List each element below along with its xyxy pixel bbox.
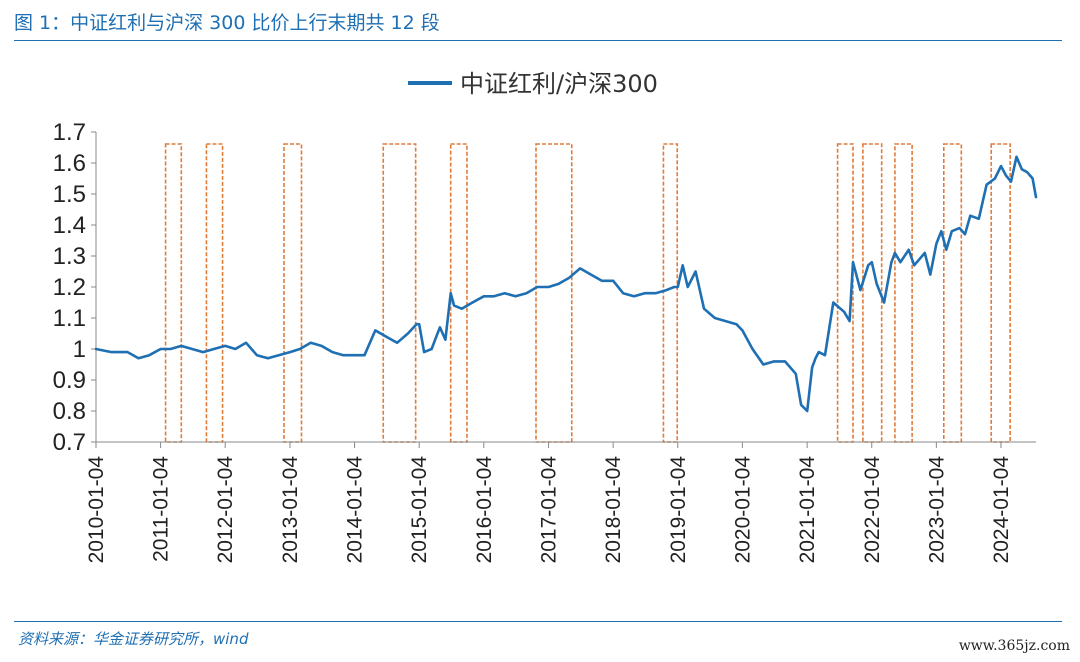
x-tick-label: 2014-01-04 (344, 456, 367, 564)
highlight-box (862, 143, 883, 443)
x-tick-label: 2024-01-04 (990, 456, 1013, 564)
y-tick-label: 1 (73, 336, 86, 363)
y-tick-label: 1.5 (53, 181, 86, 208)
x-tick-labels: 2010-01-04 2011-01-04 2012-01-04 2013-01-04… (85, 456, 1013, 564)
highlight-box (205, 143, 224, 443)
highlight-box (535, 143, 573, 443)
x-tick-label: 2015-01-04 (408, 456, 431, 564)
highlight-box (942, 143, 963, 443)
watermark: www.365jz.com (958, 638, 1070, 654)
highlight-box (449, 143, 468, 443)
highlight-box (662, 143, 679, 443)
y-tick-label: 1.1 (53, 305, 86, 332)
y-tick-label: 1.2 (53, 274, 86, 301)
highlight-box (894, 143, 913, 443)
x-tick-label: 2011-01-04 (150, 456, 173, 562)
source-note: 资料来源：华金证券研究所，wind (18, 630, 249, 648)
highlight-box (990, 143, 1011, 443)
series-line (94, 155, 1038, 413)
x-tick-label: 2019-01-04 (667, 456, 690, 564)
title-divider (14, 40, 1062, 41)
y-tick-label: 0.8 (53, 398, 86, 425)
x-tick-label: 2022-01-04 (861, 456, 884, 564)
x-tick-label: 2017-01-04 (538, 456, 561, 564)
highlight-box (164, 143, 183, 443)
x-tick-label: 2010-01-04 (85, 456, 108, 564)
x-tick-label: 2016-01-04 (473, 456, 496, 564)
legend: 中证红利/沪深300 (408, 70, 658, 98)
y-tick-label: 1.6 (53, 150, 86, 177)
y-tick-labels: 1.7 1.6 1.5 1.4 1.3 1.2 1.1 1 0.9 0.8 0.7 (53, 119, 86, 456)
x-tick-label: 2012-01-04 (214, 456, 237, 564)
x-tick-label: 2021-01-04 (796, 456, 819, 564)
y-tick-label: 1.7 (53, 119, 86, 146)
figure-title: 图 1：中证红利与沪深 300 比价上行末期共 12 段 (14, 12, 440, 34)
highlight-box (283, 143, 303, 443)
highlight-box (382, 143, 417, 443)
y-tick-label: 0.9 (53, 367, 86, 394)
y-tick-label: 1.4 (53, 212, 86, 239)
axes (91, 131, 1036, 448)
y-tick-label: 0.7 (53, 429, 86, 456)
x-tick-label: 2013-01-04 (279, 456, 302, 564)
x-tick-label: 2020-01-04 (731, 456, 754, 564)
footer-divider (14, 621, 1062, 622)
x-tick-label: 2023-01-04 (925, 456, 948, 564)
x-tick-label: 2018-01-04 (602, 456, 625, 564)
y-tick-label: 1.3 (53, 243, 86, 270)
highlight-boxes (164, 143, 1011, 443)
legend-label: 中证红利/沪深300 (460, 70, 658, 98)
